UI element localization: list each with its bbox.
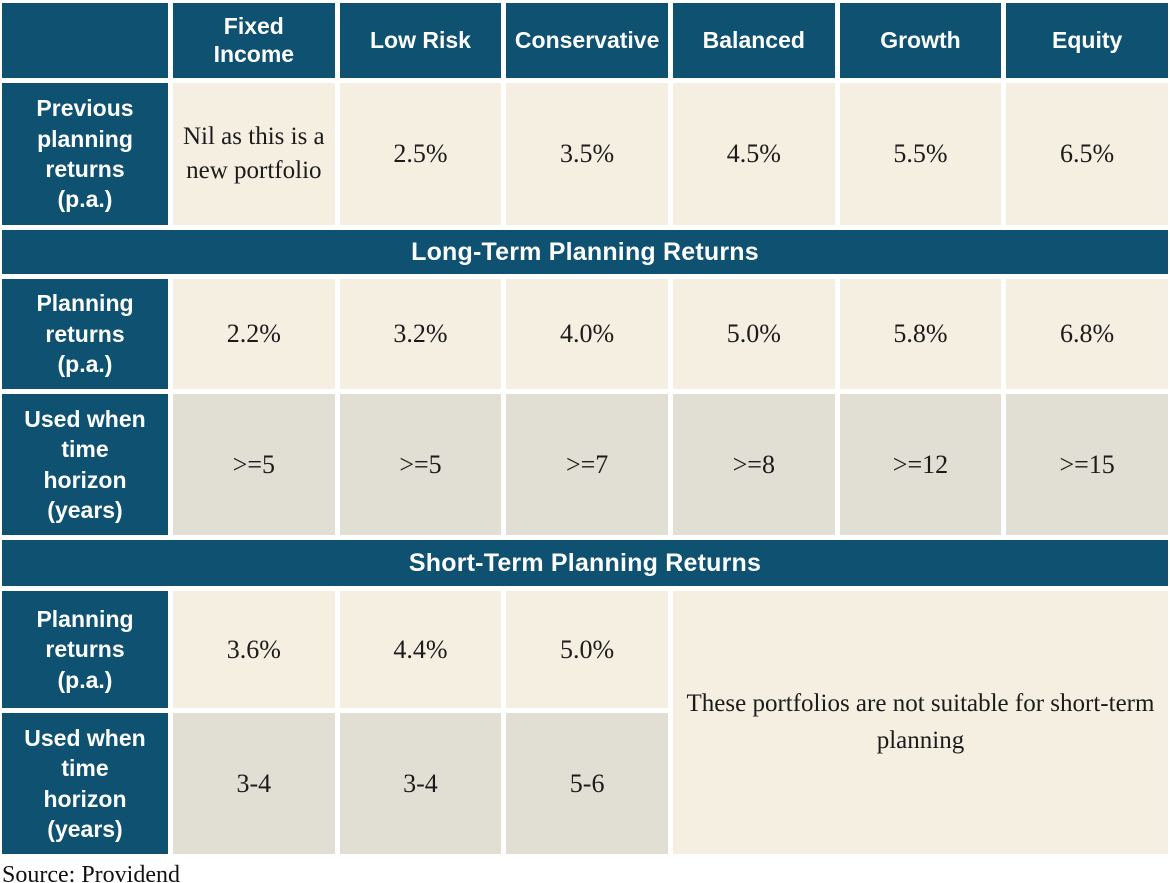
cell-st-horizon-low-risk: 3-4 [339, 713, 502, 854]
cell-lt-planning-balanced: 5.0% [672, 279, 835, 389]
cell-previous-equity: 6.5% [1006, 83, 1168, 225]
col-header-conservative: Conservative [506, 3, 668, 78]
col-header-low-risk: Low Risk [339, 3, 502, 78]
short-term-section-header: Short-Term Planning Returns [2, 540, 1168, 586]
cell-lt-planning-conservative: 4.0% [506, 279, 668, 389]
row-label-short-term-horizon: Used when time horizon (years) [2, 713, 168, 854]
long-term-planning-row: Planning returns (p.a.) 2.2% 3.2% 4.0% 5… [2, 279, 1168, 389]
cell-lt-horizon-equity: >=15 [1006, 394, 1168, 535]
cell-previous-conservative: 3.5% [506, 83, 668, 225]
cell-previous-growth: 5.5% [839, 83, 1002, 225]
cell-lt-horizon-conservative: >=7 [506, 394, 668, 535]
row-label-previous-returns: Previous planning returns (p.a.) [2, 83, 168, 225]
cell-lt-horizon-low-risk: >=5 [339, 394, 502, 535]
cell-previous-balanced: 4.5% [672, 83, 835, 225]
cell-lt-horizon-growth: >=12 [839, 394, 1002, 535]
cell-lt-planning-equity: 6.8% [1006, 279, 1168, 389]
source-note: Source: Providend [2, 862, 180, 883]
header-row: Fixed Income Low Risk Conservative Balan… [2, 3, 1168, 78]
long-term-section-header: Long-Term Planning Returns [2, 230, 1168, 274]
col-header-growth: Growth [839, 3, 1002, 78]
previous-returns-row: Previous planning returns (p.a.) Nil as … [2, 83, 1168, 225]
col-header-balanced: Balanced [672, 3, 835, 78]
cell-lt-planning-fixed-income: 2.2% [173, 279, 335, 389]
corner-cell [2, 3, 168, 78]
col-header-fixed-income: Fixed Income [173, 3, 335, 78]
cell-st-planning-low-risk: 4.4% [339, 591, 502, 708]
cell-previous-low-risk: 2.5% [339, 83, 502, 225]
row-label-long-term-horizon: Used when time horizon (years) [2, 394, 168, 535]
row-label-short-term-planning: Planning returns (p.a.) [2, 591, 168, 708]
short-term-section-row: Short-Term Planning Returns [2, 540, 1168, 586]
cell-st-horizon-fixed-income: 3-4 [173, 713, 335, 854]
short-term-planning-row: Planning returns (p.a.) 3.6% 4.4% 5.0% T… [2, 591, 1168, 854]
short-term-not-suitable-note: These portfolios are not suitable for sh… [672, 591, 1168, 854]
short-term-horizon-row: Used when time horizon (years) 3-4 3-4 5… [2, 713, 1168, 854]
planning-returns-table: Fixed Income Low Risk Conservative Balan… [2, 3, 1168, 854]
cell-st-planning-conservative: 5.0% [506, 591, 668, 708]
long-term-section-row: Long-Term Planning Returns [2, 230, 1168, 274]
row-label-long-term-planning: Planning returns (p.a.) [2, 279, 168, 389]
col-header-equity: Equity [1006, 3, 1168, 78]
cell-lt-planning-low-risk: 3.2% [339, 279, 502, 389]
cell-previous-fixed-income: Nil as this is a new portfolio [173, 83, 335, 225]
cell-lt-horizon-balanced: >=8 [672, 394, 835, 535]
long-term-horizon-row: Used when time horizon (years) >=5 >=5 >… [2, 394, 1168, 535]
cell-st-horizon-conservative: 5-6 [506, 713, 668, 854]
cell-lt-planning-growth: 5.8% [839, 279, 1002, 389]
cell-st-planning-fixed-income: 3.6% [173, 591, 335, 708]
cell-lt-horizon-fixed-income: >=5 [173, 394, 335, 535]
